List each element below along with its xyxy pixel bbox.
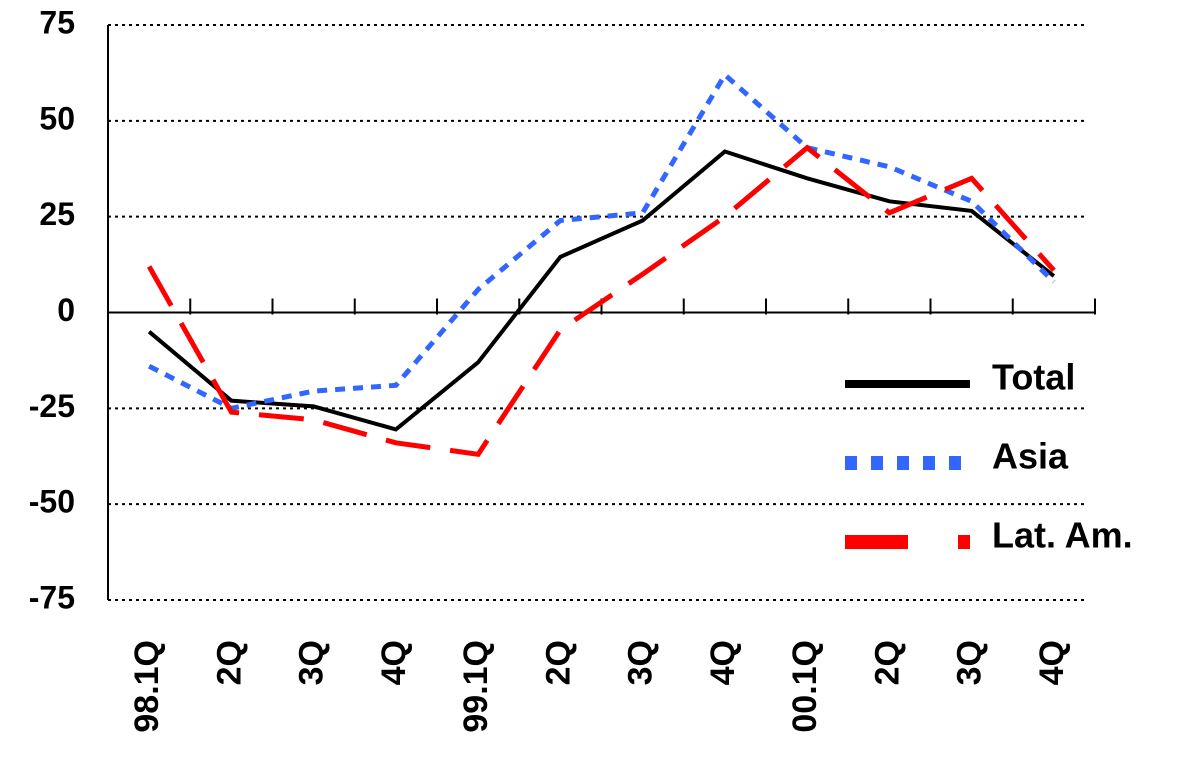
y-tick-label: 50 (39, 100, 75, 136)
legend-label: Lat. Am. (992, 515, 1133, 556)
x-tick-label: 3Q (951, 640, 989, 685)
x-tick-label: 2Q (539, 640, 577, 685)
y-tick-label: 0 (57, 292, 75, 328)
x-tick-label: 3Q (293, 640, 331, 685)
legend-label: Asia (992, 436, 1069, 477)
y-tick-label: 25 (39, 196, 75, 232)
legend-label: Total (992, 357, 1075, 398)
x-tick-label: 2Q (210, 640, 248, 685)
x-tick-label: 4Q (1033, 640, 1071, 685)
y-tick-label: -25 (29, 388, 75, 424)
series-line (147, 70, 1056, 411)
x-tick-label: 00.1Q (786, 640, 824, 733)
x-tick-label: 3Q (622, 640, 660, 685)
x-tick-label: 4Q (375, 640, 413, 685)
x-tick-label: 2Q (868, 640, 906, 685)
y-tick-label: -75 (29, 579, 75, 615)
x-tick-label: 98.1Q (128, 640, 166, 733)
series-line (146, 144, 1056, 458)
x-tick-label: 4Q (704, 640, 742, 685)
x-tick-label: 99.1Q (457, 640, 495, 733)
y-tick-label: 75 (39, 4, 75, 40)
series-line (147, 149, 1056, 432)
y-tick-label: -50 (29, 484, 75, 520)
